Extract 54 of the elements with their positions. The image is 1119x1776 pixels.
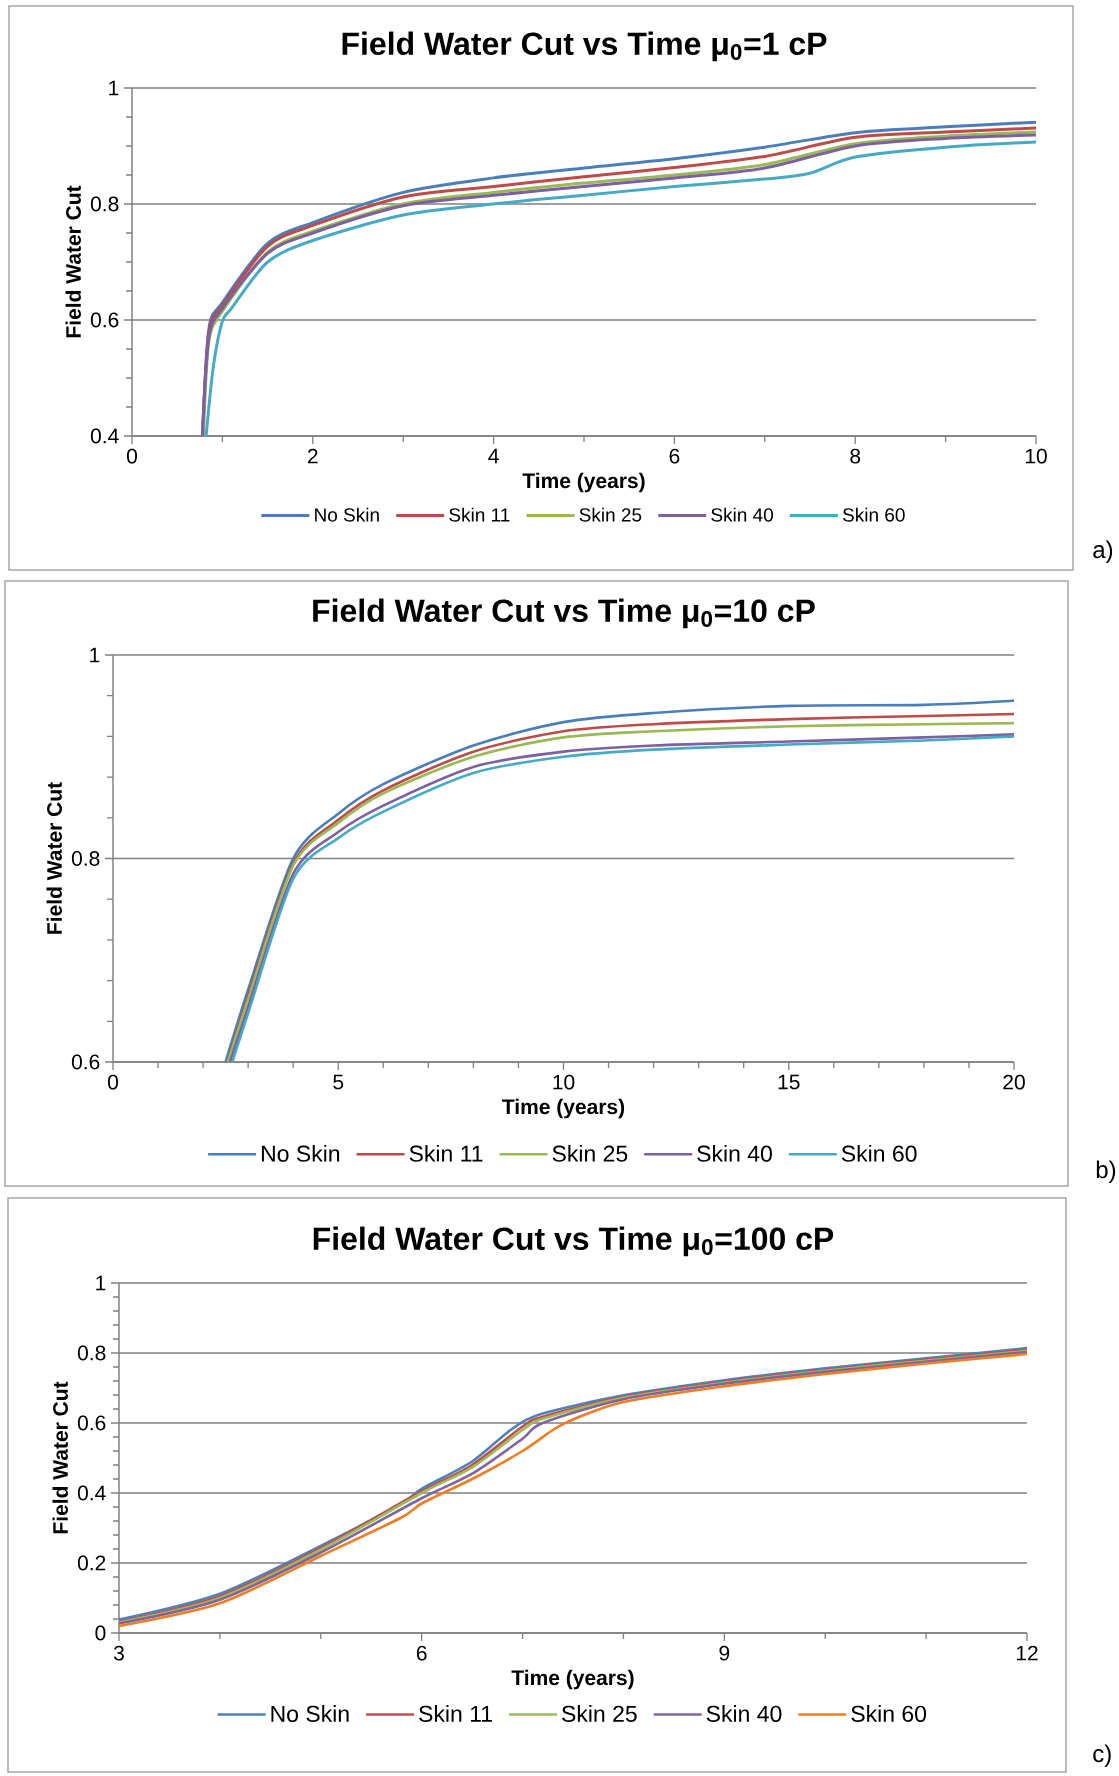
x-tick-label: 9 bbox=[719, 1645, 730, 1661]
legend-label: Skin 25 bbox=[552, 1144, 628, 1162]
y-tick-label: 0.8 bbox=[90, 196, 119, 212]
x-tick-label: 10 bbox=[1025, 448, 1047, 464]
x-tick-label: 2 bbox=[308, 448, 318, 464]
y-tick-label: 0.8 bbox=[77, 1345, 106, 1361]
chart-title: Field Water Cut vs Time μ$_{0}$=10 cP bbox=[313, 598, 815, 629]
x-tick-label: 3 bbox=[113, 1645, 124, 1661]
y-tick-label: 1 bbox=[90, 647, 100, 663]
legend-label: Skin 60 bbox=[842, 507, 905, 522]
legend-label: Skin 40 bbox=[711, 507, 773, 522]
legend-label: Skin 25 bbox=[579, 507, 642, 522]
legend-label: Skin 25 bbox=[562, 1705, 637, 1722]
x-tick-label: 20 bbox=[1003, 1074, 1025, 1090]
y-tick-label: 0.2 bbox=[77, 1555, 106, 1571]
y-tick-label: 0.4 bbox=[90, 428, 119, 444]
x-axis-title: Time (years) bbox=[511, 1669, 634, 1690]
x-tick-label: 6 bbox=[416, 1645, 427, 1661]
legend-label: Skin 11 bbox=[419, 1705, 492, 1722]
chart-title: Field Water Cut vs Time μ$_{0}$=1 cP bbox=[342, 31, 827, 62]
y-tick-label: 0.8 bbox=[71, 851, 100, 866]
legend-label: Skin 40 bbox=[706, 1705, 782, 1722]
y-axis-title: Field Water Cut bbox=[52, 1381, 68, 1534]
y-tick-label: 0 bbox=[95, 1625, 106, 1641]
x-tick-label: 0 bbox=[126, 448, 138, 464]
x-tick-label: 4 bbox=[488, 448, 499, 464]
y-tick-label: 0.6 bbox=[90, 312, 119, 328]
y-tick-label: 0.4 bbox=[77, 1485, 106, 1501]
text: b) bbox=[1096, 1160, 1116, 1183]
x-tick-label: 12 bbox=[1016, 1645, 1038, 1661]
y-tick-label: 0.6 bbox=[77, 1415, 106, 1431]
x-axis-title: Time (years) bbox=[502, 1098, 625, 1119]
x-tick-label: 15 bbox=[778, 1074, 800, 1090]
y-tick-label: 0.6 bbox=[71, 1054, 100, 1070]
y-axis-title: Field Water Cut bbox=[65, 185, 81, 338]
x-tick-label: 8 bbox=[850, 448, 861, 464]
text: a) bbox=[1093, 540, 1113, 563]
legend-label: No Skin bbox=[261, 1144, 340, 1162]
x-tick-label: 5 bbox=[333, 1074, 344, 1090]
legend-label: Skin 60 bbox=[851, 1705, 927, 1722]
x-tick-label: 6 bbox=[669, 448, 680, 464]
text: c) bbox=[1093, 1744, 1111, 1767]
legend-label: No Skin bbox=[271, 1705, 349, 1722]
y-tick-label: 1 bbox=[96, 1275, 106, 1291]
x-axis-title: Time (years) bbox=[522, 472, 645, 493]
legend-label: Skin 40 bbox=[697, 1144, 772, 1162]
legend-label: Skin 60 bbox=[841, 1144, 917, 1162]
legend-label: No Skin bbox=[315, 507, 379, 522]
x-tick-label: 10 bbox=[553, 1074, 575, 1090]
y-tick-label: 1 bbox=[109, 80, 119, 96]
legend-label: Skin 11 bbox=[409, 1144, 483, 1162]
y-axis-title: Field Water Cut bbox=[46, 782, 62, 934]
chart-title: Field Water Cut vs Time μ$_{0}$=100 cP bbox=[313, 1226, 834, 1257]
legend-label: Skin 11 bbox=[449, 507, 510, 522]
